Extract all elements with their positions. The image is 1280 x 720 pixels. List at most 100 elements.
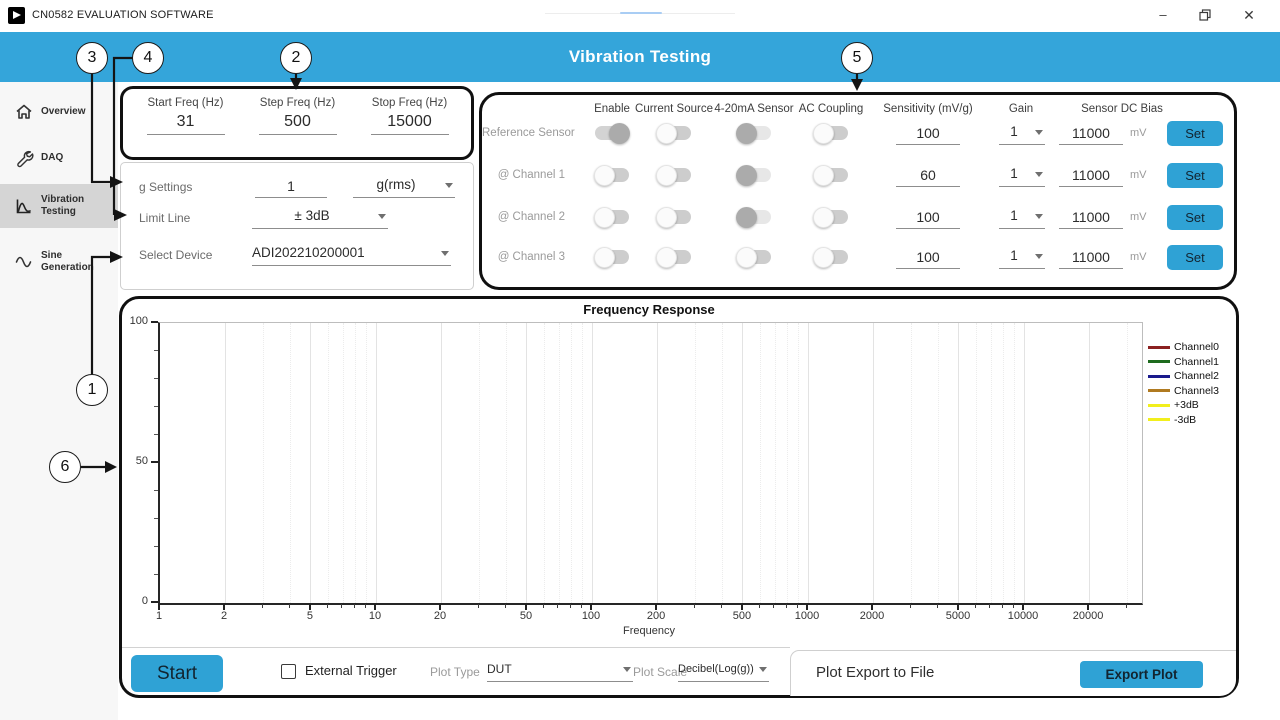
legend-label: Channel2 — [1174, 370, 1219, 383]
x-axis-labels: 1 2 5 10 20 50 100 200 500 1000 2000 5000 10000 20000 — [156, 610, 1141, 624]
x-minor-tick — [1012, 604, 1014, 608]
enable-toggle[interactable] — [594, 206, 629, 228]
enable-toggle[interactable] — [595, 122, 630, 144]
x-tick — [806, 604, 808, 610]
legend-label: +3dB — [1174, 399, 1199, 412]
x-minor-tick — [989, 604, 991, 608]
sensor-dc-bias-input[interactable]: 11000 — [1059, 164, 1123, 187]
enable-toggle[interactable] — [594, 246, 629, 268]
gain-dropdown[interactable]: 1 — [999, 122, 1045, 145]
y-minor-tick — [154, 546, 158, 547]
ac-coupling-toggle[interactable] — [813, 122, 848, 144]
minor-gridline — [328, 323, 330, 603]
mv-unit-label: mV — [1130, 251, 1147, 263]
sensitivity-input[interactable]: 100 — [896, 122, 960, 145]
step-freq-input[interactable]: 500 — [258, 113, 337, 135]
sensor-dc-bias-input[interactable]: 11000 — [1059, 122, 1123, 145]
sensor-dc-bias-input[interactable]: 11000 — [1059, 206, 1123, 229]
callout-6: 6 — [49, 451, 81, 483]
4-20ma-sensor-toggle[interactable] — [736, 164, 771, 186]
major-gridline — [958, 323, 960, 603]
toggle-knob — [813, 122, 834, 144]
gain-dropdown[interactable]: 1 — [999, 246, 1045, 269]
current-source-toggle[interactable] — [656, 246, 691, 268]
y-minor-tick — [154, 518, 158, 519]
stop-freq-input[interactable]: 15000 — [370, 113, 449, 135]
4-20ma-sensor-toggle[interactable] — [736, 246, 771, 268]
chevron-down-icon — [759, 667, 767, 672]
minor-gridline — [787, 323, 789, 603]
sidebar-item-vibration-testing[interactable]: Vibration Testing — [0, 184, 118, 228]
sensor-dc-bias-input[interactable]: 11000 — [1059, 246, 1123, 269]
g-unit-dropdown[interactable]: g(rms) — [353, 175, 455, 198]
sensor-row: @ Channel 3 100 1 11000 mV Set — [482, 239, 1234, 275]
y-minor-tick — [154, 490, 158, 491]
sensitivity-input[interactable]: 100 — [896, 206, 960, 229]
legend-entry: Channel1 — [1148, 355, 1219, 370]
set-button[interactable]: Set — [1167, 163, 1223, 188]
x-minor-tick — [326, 604, 328, 608]
y-tick-label: 50 — [135, 455, 148, 467]
sidebar-item-overview[interactable]: Overview — [0, 96, 118, 128]
select-device-dropdown[interactable]: ADI202210200001 — [252, 243, 451, 266]
x-tick-label: 500 — [732, 610, 752, 622]
step-freq-field: Step Freq (Hz) 500 — [245, 97, 350, 135]
external-trigger-label: External Trigger — [305, 663, 397, 678]
start-freq-field: Start Freq (Hz) 31 — [133, 97, 238, 135]
start-freq-input[interactable]: 31 — [146, 113, 225, 135]
legend-entry: Channel0 — [1148, 340, 1219, 355]
x-tick-label: 5000 — [945, 610, 971, 622]
limit-line-dropdown[interactable]: ± 3dB — [252, 206, 388, 229]
restore-button[interactable] — [1188, 0, 1222, 30]
enable-toggle[interactable] — [594, 164, 629, 186]
x-tick-label: 20000 — [1072, 610, 1104, 622]
set-button[interactable]: Set — [1167, 205, 1223, 230]
current-source-toggle[interactable] — [656, 206, 691, 228]
current-source-toggle[interactable] — [656, 164, 691, 186]
x-minor-tick — [353, 604, 355, 608]
4-20ma-sensor-toggle[interactable] — [736, 206, 771, 228]
y-tick-label: 100 — [129, 315, 148, 327]
minor-gridline — [263, 323, 265, 603]
export-plot-button[interactable]: Export Plot — [1080, 661, 1203, 688]
gain-dropdown[interactable]: 1 — [999, 164, 1045, 187]
x-axis-title: Frequency — [623, 625, 675, 637]
plot-type-dropdown[interactable]: DUT — [487, 659, 633, 682]
ac-coupling-toggle[interactable] — [813, 246, 848, 268]
x-minor-tick — [974, 604, 976, 608]
ac-coupling-toggle[interactable] — [813, 206, 848, 228]
sensor-column-header: Current Source — [635, 103, 713, 115]
gain-dropdown[interactable]: 1 — [999, 206, 1045, 229]
callout-3: 3 — [76, 42, 108, 74]
x-tick — [1022, 604, 1024, 610]
sensitivity-input[interactable]: 60 — [896, 164, 960, 187]
start-button[interactable]: Start — [131, 655, 223, 692]
bottom-bar-divider — [122, 647, 790, 648]
set-button[interactable]: Set — [1167, 245, 1223, 270]
x-minor-tick — [542, 604, 544, 608]
gain-value: 1 — [1010, 166, 1018, 181]
plot-scale-dropdown[interactable]: Decibel(Log(g)) — [678, 659, 769, 682]
x-tick — [308, 604, 311, 610]
sidebar-item-daq[interactable]: DAQ — [0, 142, 118, 174]
external-trigger-checkbox[interactable] — [281, 664, 296, 679]
toggle-knob — [609, 122, 630, 144]
current-source-toggle[interactable] — [656, 122, 691, 144]
4-20ma-sensor-toggle[interactable] — [736, 122, 771, 144]
minor-gridline — [506, 323, 508, 603]
toggle-knob — [736, 246, 757, 268]
sidebar-item-sine-generation[interactable]: Sine Generation — [0, 240, 118, 284]
toggle-knob — [594, 206, 615, 228]
ac-coupling-toggle[interactable] — [813, 164, 848, 186]
close-button[interactable]: ✕ — [1243, 7, 1255, 23]
home-icon — [13, 101, 35, 123]
g-settings-input[interactable]: 1 — [255, 175, 327, 198]
major-gridline — [742, 323, 744, 603]
select-device-label: Select Device — [139, 248, 213, 262]
minimize-button[interactable]: – — [1159, 7, 1167, 22]
chart-panel: Frequency Response 0 50 100 1 2 5 10 20 50 100 20… — [119, 296, 1239, 698]
toggle-knob — [813, 206, 834, 228]
set-button[interactable]: Set — [1167, 121, 1223, 146]
sidebar-item-label: Overview — [41, 106, 86, 117]
sensitivity-input[interactable]: 100 — [896, 246, 960, 269]
